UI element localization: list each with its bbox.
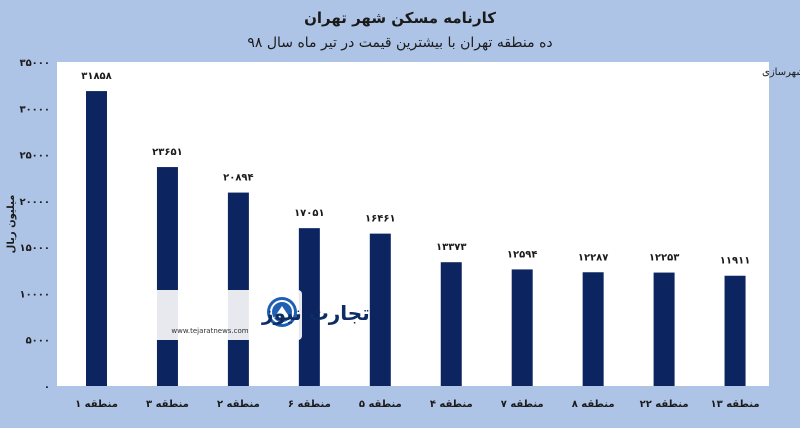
category-label: منطقه ۳ [146, 399, 189, 410]
bar [582, 272, 604, 386]
category-label: منطقه ۲۲ [640, 399, 689, 410]
category-label: منطقه ۶ [288, 399, 331, 410]
bar [298, 228, 320, 386]
data-label: ۳۱۸۵۸ [81, 71, 112, 82]
bar [369, 233, 391, 386]
logo-background [150, 290, 302, 340]
y-tick-label: ۳۰۰۰۰ [19, 104, 50, 115]
logo-name: تجارت نیوز [261, 301, 370, 325]
data-label: ۱۲۲۵۳ [649, 253, 680, 264]
category-labels: منطقه ۱ منطقه ۳ منطقه ۲ منطقه ۶ منطقه ۵ منطقه… [75, 399, 759, 410]
bar [86, 91, 107, 387]
chart-subtitle: ده منطقه تهران با بیشترین قیمت در تیر ما… [247, 35, 552, 51]
data-label: ۱۲۲۸۷ [578, 252, 609, 263]
y-axis-label: میلیون ریال [6, 195, 17, 254]
source-note: منبع: وزارت راه وشهرسازی [762, 67, 800, 78]
data-labels: ۳۱۸۵۸ ۲۳۶۵۱ ۲۰۸۹۴ ۱۷۰۵۱ ۱۶۴۶۱ ۱۳۳۷۳ ۱۲۵۹۴ ۱۲۲۸۷… [81, 71, 750, 267]
data-label: ۱۲۵۹۴ [507, 249, 538, 260]
y-tick-label: ۰ [44, 382, 50, 393]
data-label: ۲۰۸۹۴ [223, 173, 254, 184]
y-tick-label: ۱۰۰۰۰ [19, 289, 50, 300]
y-axis-ticks: ۰ ۵۰۰۰ ۱۰۰۰۰ ۱۵۰۰۰ ۲۰۰۰۰ ۲۵۰۰۰ ۳۰۰۰۰ ۳۵۰۰۰ [19, 58, 50, 393]
data-label: ۱۳۳۷۳ [436, 242, 467, 253]
category-label: منطقه ۴ [430, 399, 473, 410]
category-label: منطقه ۷ [501, 399, 544, 410]
logo-url: www.tejaratnews.com [171, 327, 248, 335]
y-tick-label: ۲۵۰۰۰ [19, 151, 50, 162]
category-label: منطقه ۸ [572, 399, 615, 410]
y-tick-label: ۵۰۰۰ [26, 336, 50, 347]
data-label: ۲۳۶۵۱ [152, 147, 183, 158]
bar [227, 192, 249, 386]
bar [440, 262, 462, 386]
category-label: منطقه ۵ [359, 399, 402, 410]
bar [511, 269, 533, 386]
bars [86, 91, 746, 387]
y-tick-label: ۲۰۰۰۰ [19, 197, 50, 208]
category-label: منطقه ۱۳ [711, 399, 760, 410]
data-label: ۱۶۴۶۱ [365, 214, 396, 225]
bar [653, 272, 675, 386]
category-label: منطقه ۲ [217, 399, 260, 410]
category-label: منطقه ۱ [75, 399, 118, 410]
logo: تجارت نیوز www.tejaratnews.com [150, 290, 370, 340]
data-label: ۱۱۹۱۱ [720, 256, 751, 267]
bar [156, 167, 178, 386]
logo-emblem-icon [267, 297, 297, 327]
chart-title: کارنامه مسکن شهر تهران [304, 9, 496, 27]
y-tick-label: ۱۵۰۰۰ [19, 243, 50, 254]
data-label: ۱۷۰۵۱ [294, 208, 325, 219]
bar [724, 275, 746, 386]
y-tick-label: ۳۵۰۰۰ [19, 58, 50, 69]
